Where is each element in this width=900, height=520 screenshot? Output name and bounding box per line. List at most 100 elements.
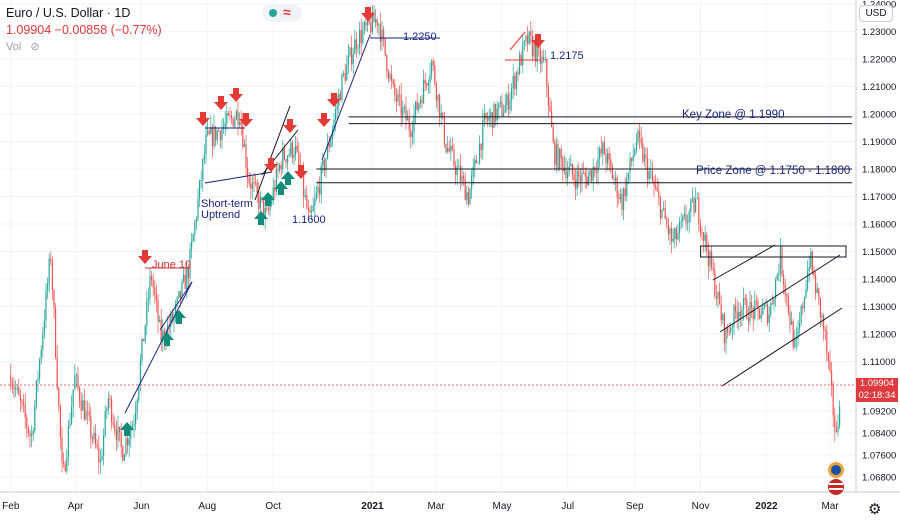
candle-body	[254, 182, 257, 184]
candle-body	[170, 313, 172, 327]
market-status-badge[interactable]: ≈	[262, 4, 302, 22]
candle-body	[742, 297, 745, 310]
time-tick-label: 2022	[755, 501, 778, 512]
candle-body	[707, 251, 709, 267]
candle-body	[818, 288, 820, 298]
eye-slash-icon[interactable]: ⊘	[30, 41, 40, 53]
candle-body	[621, 194, 623, 210]
level-2175-label: 1.2175	[550, 50, 584, 62]
candle-body	[429, 74, 431, 83]
candle-body	[448, 148, 450, 152]
candle-body	[98, 447, 100, 463]
candle-body	[392, 80, 394, 85]
candle-body	[14, 388, 17, 390]
candle-body	[746, 299, 748, 319]
candle-body	[472, 166, 474, 176]
candle-body	[478, 143, 481, 163]
candle-body	[208, 130, 210, 134]
candle-body	[395, 94, 397, 102]
candle-body	[99, 459, 101, 463]
horizontal-zones	[316, 116, 852, 258]
currency-button[interactable]: USD	[859, 5, 893, 22]
candle-body	[514, 75, 516, 89]
candle-body	[805, 288, 807, 298]
symbol-title[interactable]: Euro / U.S. Dollar · 1D	[6, 6, 131, 20]
candle-body	[381, 29, 383, 42]
time-tick-label: Nov	[692, 501, 710, 512]
time-tick-label: Oct	[265, 501, 281, 512]
candle-body	[349, 47, 351, 56]
candle-body	[58, 388, 60, 407]
candle-body	[379, 24, 381, 42]
gear-icon[interactable]: ⚙	[868, 501, 882, 518]
candle-body	[605, 154, 607, 164]
candle-body	[717, 291, 719, 299]
candle-body	[757, 301, 759, 309]
candle-body	[390, 74, 393, 81]
candle-body	[56, 357, 58, 389]
candle-body	[709, 251, 711, 267]
candle-body	[669, 228, 671, 234]
candle-body	[827, 352, 829, 361]
trendline	[509, 31, 526, 51]
candle-body	[773, 298, 775, 304]
candle-body	[589, 170, 591, 177]
candle-body	[109, 398, 111, 400]
candle-body	[446, 148, 449, 152]
sell-arrow-icon	[294, 165, 308, 179]
candle-body	[616, 177, 618, 198]
candle-body	[259, 197, 261, 209]
price-tick-label: 1.11000	[862, 357, 896, 368]
candle-body	[283, 148, 285, 160]
candle-body	[408, 117, 410, 131]
candle-body	[582, 172, 585, 174]
candle-body	[357, 47, 359, 49]
candle-body	[43, 320, 45, 334]
candle-body	[219, 131, 221, 141]
candle-body	[794, 338, 796, 348]
candle-body	[586, 176, 588, 186]
candle-body	[230, 115, 233, 119]
candle-body	[546, 59, 548, 87]
candle-body	[691, 198, 693, 201]
candle-body	[262, 200, 265, 219]
candle-body	[432, 61, 434, 66]
candle-body	[445, 143, 447, 152]
candle-body	[90, 415, 92, 438]
candle-body	[416, 101, 418, 110]
candle-body	[378, 24, 380, 26]
candle-body	[339, 93, 341, 100]
candle-body	[370, 22, 372, 33]
candle-body	[37, 378, 39, 381]
candle-body	[565, 167, 567, 179]
candle-body	[685, 214, 687, 224]
candle-body	[139, 360, 141, 386]
candle-body	[728, 332, 730, 334]
candle-body	[648, 171, 650, 180]
candle-body	[78, 387, 81, 402]
candle-body	[125, 438, 127, 455]
candle-body	[610, 159, 612, 167]
candle-body	[256, 182, 258, 193]
candle-body	[557, 144, 559, 169]
candle-body	[800, 306, 802, 323]
candle-body	[598, 148, 601, 159]
price-axis[interactable]: 1.240001.230001.220001.210001.200001.190…	[862, 0, 896, 483]
candle-body	[518, 54, 521, 75]
time-axis[interactable]: Feb Apr Jun Aug Oct 2021 Mar May Jul Sep Nov 2022 Ma…	[2, 501, 839, 512]
candle-body	[411, 132, 413, 137]
buy-arrow-icon	[261, 192, 275, 206]
price-tick-label: 1.20000	[862, 110, 896, 121]
candle-body	[210, 127, 212, 134]
candle-body	[491, 112, 493, 128]
candle-body	[683, 214, 685, 217]
candle-body	[710, 251, 713, 269]
candle-body	[278, 164, 281, 171]
candle-body	[714, 270, 716, 297]
candle-body	[387, 71, 389, 79]
data-feed-icon: ≈	[283, 4, 291, 20]
candle-body	[203, 154, 205, 160]
candle-body	[245, 144, 247, 168]
candle-body	[77, 374, 79, 388]
